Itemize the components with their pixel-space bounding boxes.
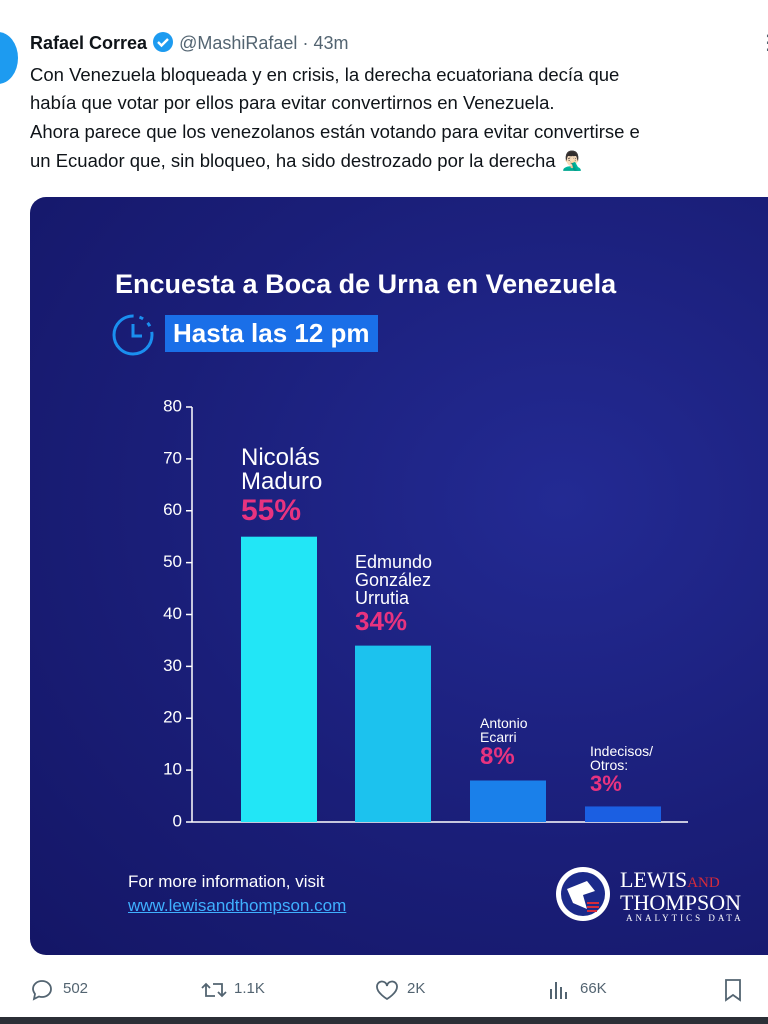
category-label: Antonio Ecarri: [480, 715, 528, 746]
tweet-text-line: Ahora parece que los venezolanos están v…: [30, 121, 640, 142]
y-tick-label: 60: [163, 500, 182, 519]
repost-count: 1.1K: [234, 980, 265, 997]
tweet-text-line: Con Venezuela bloqueada y en crisis, la …: [30, 64, 620, 85]
tweet-text-line: había que votar por ellos para evitar co…: [30, 92, 555, 113]
bar: [585, 806, 661, 822]
views-icon[interactable]: [548, 979, 570, 1001]
eagle-logo: [556, 867, 610, 921]
chart-title: Encuesta a Boca de Urna en Venezuela: [115, 269, 617, 299]
bar-label: Indecisos/ Otros: 3%: [590, 744, 680, 796]
bottom-bar: [0, 1017, 768, 1024]
category-label: Indecisos/ Otros:: [590, 743, 654, 774]
logo-word: THOMPSON: [620, 890, 742, 915]
logo-word: LEWIS: [620, 867, 688, 892]
bar: [355, 645, 431, 822]
y-tick-label: 0: [173, 811, 182, 830]
bar-label: Nicolás Maduro 55%: [241, 443, 351, 527]
category-label: Nicolás Maduro: [241, 443, 323, 495]
like-icon[interactable]: [375, 979, 399, 1001]
timestamp[interactable]: 43m: [313, 33, 349, 53]
y-tick-label: 30: [163, 656, 182, 675]
logo-text: LEWISAND THOMPSON ANALYTICS DATA: [620, 867, 744, 924]
chart: 0 10 20 30 40 50 60 70 80: [163, 396, 688, 830]
bookmark-icon[interactable]: [722, 978, 744, 1002]
author-name[interactable]: Rafael Correa: [30, 33, 148, 53]
value-label: 8%: [480, 743, 515, 771]
bar-label: Antonio Ecarri 8%: [480, 716, 540, 770]
category-label: Edmundo González Urrutia: [355, 552, 433, 609]
logo-tagline: ANALYTICS DATA: [626, 913, 744, 923]
y-tick-label: 80: [163, 396, 182, 415]
bar: [470, 780, 546, 822]
bar: [241, 536, 317, 822]
y-tick-label: 50: [163, 552, 182, 571]
y-tick-label: 40: [163, 604, 182, 623]
chart-subtitle: Hasta las 12 pm: [165, 315, 378, 352]
value-label: 55%: [241, 493, 302, 527]
handle[interactable]: @MashiRafael: [179, 33, 298, 53]
logo-word: AND: [687, 875, 720, 891]
repost-icon[interactable]: [201, 978, 227, 1002]
tweet-header: Rafael Correa @MashiRafael · 43m: [30, 32, 349, 53]
clock-icon: [112, 314, 154, 356]
tweet-text-line: un Ecuador que, sin bloqueo, ha sido des…: [30, 150, 584, 171]
reply-icon[interactable]: [30, 978, 54, 1002]
y-tick-label: 10: [163, 760, 182, 779]
avatar[interactable]: [0, 32, 18, 84]
y-tick-label: 70: [163, 448, 182, 467]
value-label: 34%: [355, 606, 408, 637]
more-menu[interactable]: ⋮: [758, 32, 768, 54]
footer-text: For more information, visit: [128, 872, 325, 891]
bar-label: Edmundo González Urrutia 34%: [355, 553, 455, 636]
like-count: 2K: [407, 980, 426, 997]
value-label: 3%: [590, 771, 622, 797]
y-tick-label: 20: [163, 708, 182, 727]
views-count: 66K: [580, 980, 607, 997]
verified-badge: [153, 32, 174, 52]
footer-link[interactable]: www.lewisandthompson.com: [128, 896, 347, 915]
chart-image[interactable]: 0 10 20 30 40 50 60 70 80 Encuesta a Boca de Urn…: [30, 197, 768, 955]
reply-count: 502: [63, 980, 89, 997]
